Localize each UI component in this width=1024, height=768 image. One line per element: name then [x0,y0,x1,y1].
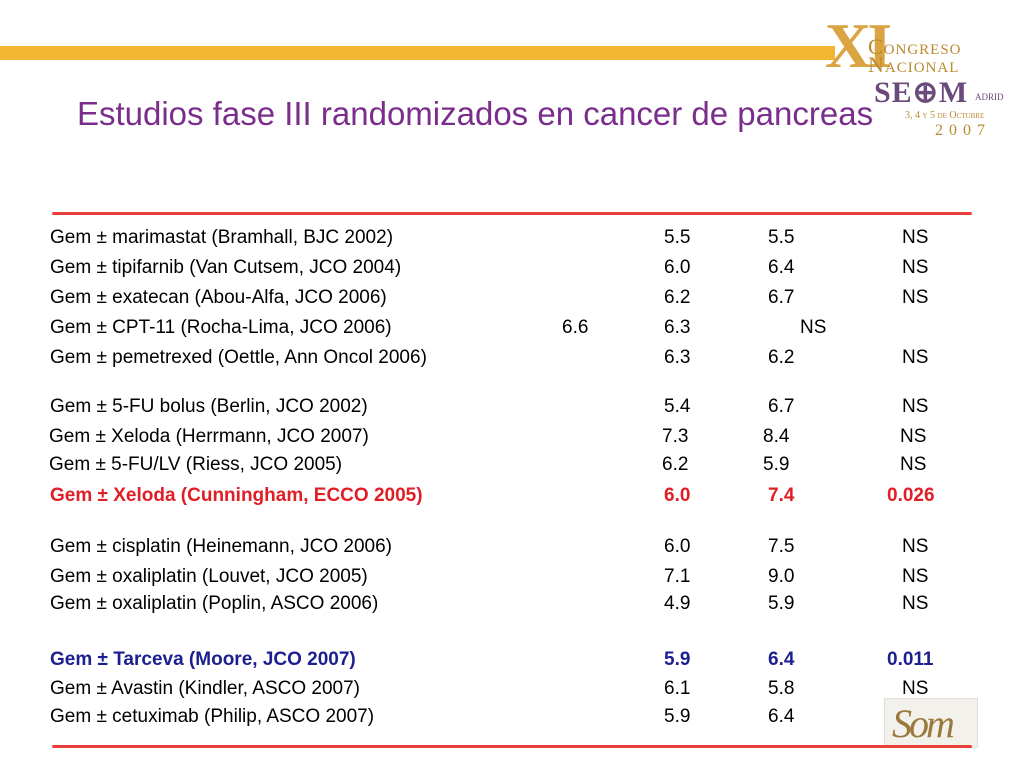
experimental-value: 6.4 [768,706,795,727]
control-value: 5.5 [664,227,691,248]
experimental-value: 5.9 [763,454,790,475]
experimental-value: 5.9 [768,593,795,614]
experimental-value: 6.3 [664,317,691,338]
top-divider [52,212,972,215]
study-label: Gem ± pemetrexed (Oettle, Ann Oncol 2006… [50,347,427,368]
study-label: Gem ± marimastat (Bramhall, BJC 2002) [50,227,394,248]
experimental-value: 6.4 [768,257,795,278]
table-row: Gem ± Xeloda (Herrmann, JCO 2007) 7.3 8.… [0,426,1024,450]
experimental-value: 7.5 [768,536,795,557]
p-value: NS [902,347,929,368]
control-value: 7.1 [664,566,691,587]
som-logo: Som [892,701,955,746]
table-row: Gem ± tipifarnib (Van Cutsem, JCO 2004) … [0,257,1024,281]
p-value: NS [902,257,929,278]
p-value: NS [902,566,929,587]
study-label: Gem ± Xeloda (Cunningham, ECCO 2005) [50,485,423,506]
table-row: Gem ± cisplatin (Heinemann, JCO 2006) 6.… [0,536,1024,560]
study-label: Gem ± cetuximab (Philip, ASCO 2007) [50,706,375,727]
study-label: Gem ± 5-FU bolus (Berlin, JCO 2002) [50,396,368,417]
study-label: Gem ± CPT-11 (Rocha-Lima, JCO 2006) [50,317,392,338]
congress-year: 2007 [935,122,991,139]
table-row: Gem ± Avastin (Kindler, ASCO 2007) 6.1 5… [0,678,1024,702]
study-label: Gem ± tipifarnib (Van Cutsem, JCO 2004) [50,257,402,278]
table-row: Gem ± oxaliplatin (Louvet, JCO 2005) 7.1… [0,566,1024,590]
congress-line-2: Nacional [868,52,960,77]
congress-dates: 3, 4 y 5 de Octubre [905,110,985,121]
experimental-value: 6.2 [768,347,795,368]
experimental-value: 6.4 [768,649,795,670]
p-value: NS [902,593,929,614]
control-value: 7.3 [662,426,689,447]
org-name: SE⊕M [874,76,969,109]
study-label: Gem ± exatecan (Abou-Alfa, JCO 2006) [50,287,387,308]
experimental-value: 8.4 [763,426,790,447]
experimental-value: 5.5 [768,227,795,248]
table-row-highlight: Gem ± Xeloda (Cunningham, ECCO 2005) 6.0… [0,485,1024,509]
study-label: Gem ± cisplatin (Heinemann, JCO 2006) [50,536,393,557]
control-value: 6.3 [664,347,691,368]
control-value: 5.9 [664,649,691,670]
p-value: NS [902,287,929,308]
p-value: 0.026 [887,485,935,506]
p-value: NS [900,454,927,475]
experimental-value: 9.0 [768,566,795,587]
table-row: Gem ± 5-FU bolus (Berlin, JCO 2002) 5.4 … [0,396,1024,420]
table-row: Gem ± cetuximab (Philip, ASCO 2007) 5.9 … [0,706,1024,730]
table-row: Gem ± marimastat (Bramhall, BJC 2002) 5.… [0,227,1024,251]
table-row-highlight: Gem ± Tarceva (Moore, JCO 2007) 5.9 6.4 … [0,649,1024,673]
control-value: 4.9 [664,593,691,614]
org-city: adrid [975,88,1004,103]
experimental-value: 5.8 [768,678,795,699]
table-row: Gem ± CPT-11 (Rocha-Lima, JCO 2006) 6.6 … [0,317,1024,341]
study-label: Gem ± oxaliplatin (Poplin, ASCO 2006) [50,593,379,614]
study-label: Gem ± Avastin (Kindler, ASCO 2007) [50,678,361,699]
control-value: 6.0 [664,536,691,557]
study-label: Gem ± oxaliplatin (Louvet, JCO 2005) [50,566,368,587]
header-accent-bar [0,46,835,60]
bottom-divider [52,745,972,748]
control-value: 6.2 [664,287,691,308]
table-row: Gem ± oxaliplatin (Poplin, ASCO 2006) 4.… [0,593,1024,617]
control-value: 6.0 [664,257,691,278]
congress-line-1: Congreso [868,34,962,59]
experimental-value: 7.4 [768,485,795,506]
study-label: Gem ± Tarceva (Moore, JCO 2007) [50,649,356,670]
control-value: 6.1 [664,678,691,699]
p-value: NS [800,317,827,338]
experimental-value: 6.7 [768,287,795,308]
study-label: Gem ± 5-FU/LV (Riess, JCO 2005) [49,454,343,475]
control-value: 5.9 [664,706,691,727]
p-value: NS [902,536,929,557]
slide-title: Estudios fase III randomizados en cancer… [76,95,874,132]
p-value: NS [902,227,929,248]
study-label: Gem ± Xeloda (Herrmann, JCO 2007) [49,426,369,447]
experimental-value: 6.7 [768,396,795,417]
table-row: Gem ± pemetrexed (Oettle, Ann Oncol 2006… [0,347,1024,371]
p-value: NS [902,396,929,417]
p-value: NS [900,426,927,447]
p-value: 0.011 [887,649,934,670]
table-row: Gem ± 5-FU/LV (Riess, JCO 2005) 6.2 5.9 … [0,454,1024,478]
control-value: 6.6 [562,317,589,338]
control-value: 6.2 [662,454,689,475]
p-value: NS [902,678,929,699]
control-value: 5.4 [664,396,691,417]
table-row: Gem ± exatecan (Abou-Alfa, JCO 2006) 6.2… [0,287,1024,311]
control-value: 6.0 [664,485,691,506]
congress-numeral: XI [825,10,892,81]
